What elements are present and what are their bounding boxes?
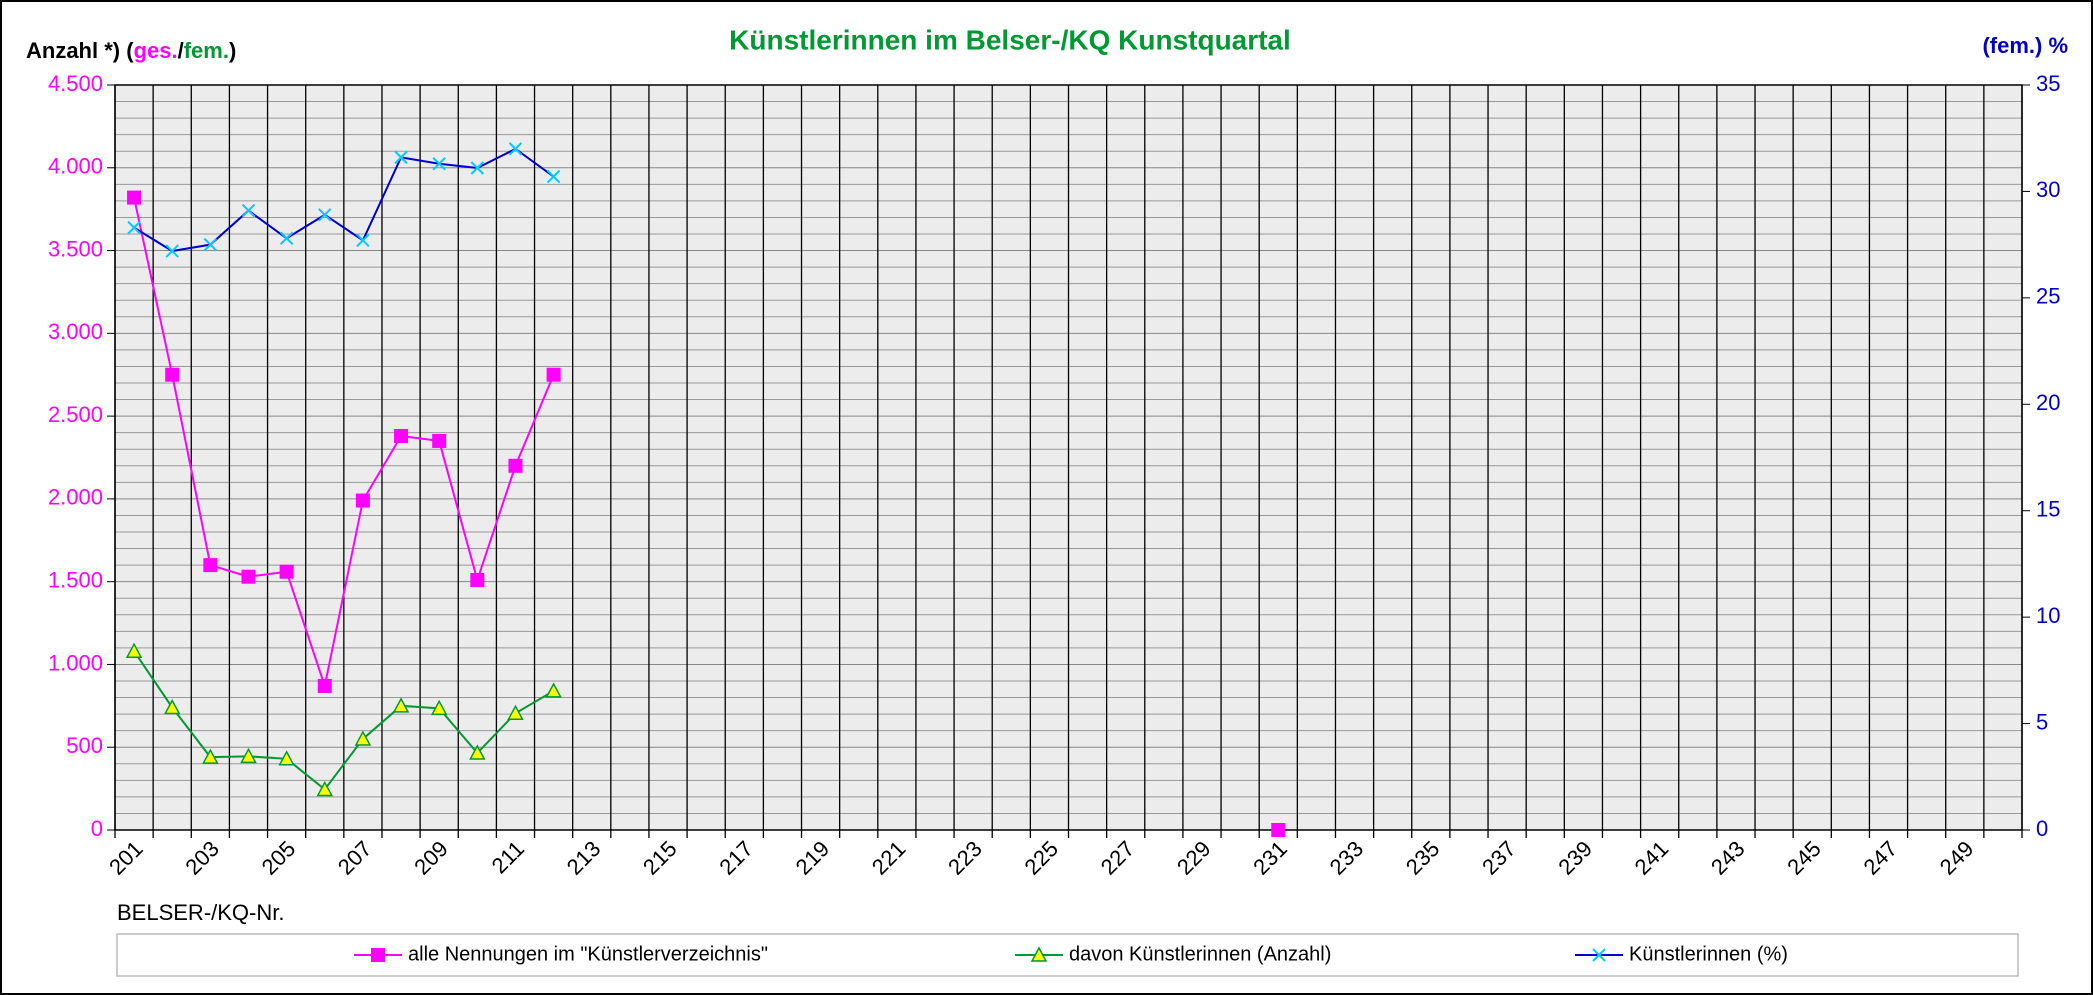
marker	[432, 157, 446, 171]
y-tick-label: 500	[66, 733, 103, 758]
marker	[125, 642, 143, 658]
plot-frame	[114, 84, 2023, 831]
y-tick-label: 0	[91, 816, 103, 841]
marker	[279, 231, 294, 245]
marker	[203, 237, 218, 252]
marker	[318, 208, 332, 222]
y2-tick-label: 20	[2036, 390, 2060, 415]
series-line	[133, 147, 555, 253]
marker	[371, 948, 385, 962]
marker	[1592, 948, 1606, 962]
marker	[279, 564, 294, 579]
marker	[545, 682, 562, 698]
marker	[507, 704, 524, 721]
y-axis-label-part: )	[229, 38, 236, 63]
marker	[469, 744, 486, 760]
marker	[316, 780, 334, 797]
y2-tick-label: 25	[2036, 284, 2060, 309]
marker	[355, 493, 370, 508]
marker	[470, 573, 485, 588]
marker	[202, 748, 219, 764]
marker	[317, 678, 332, 693]
y-axis-label-part: /	[178, 38, 184, 63]
marker	[165, 367, 180, 382]
y2-tick-label: 35	[2036, 71, 2060, 96]
y-tick-label: 4.500	[48, 71, 103, 96]
marker	[432, 433, 447, 448]
marker	[392, 697, 410, 713]
marker	[165, 244, 179, 258]
marker	[546, 169, 561, 184]
marker	[203, 558, 218, 573]
legend-label: davon Künstlerinnen (Anzahl)	[1069, 943, 1331, 965]
y-axis-label: Anzahl *) (ges./fem.)	[26, 38, 236, 63]
marker	[127, 190, 142, 205]
marker	[163, 698, 181, 715]
marker	[241, 569, 256, 584]
y-tick-label: 1.000	[48, 650, 103, 675]
y2-tick-label: 0	[2036, 816, 2048, 841]
y-axis-label-part: Anzahl *) (	[26, 38, 134, 63]
marker	[278, 750, 295, 766]
y2-tick-label: 10	[2036, 603, 2060, 628]
marker	[1271, 823, 1286, 837]
y2-tick-label: 15	[2036, 497, 2060, 522]
y2-axis-label: (fem.) %	[1982, 33, 2068, 58]
marker	[394, 428, 409, 443]
legend-label: alle Nennungen im "Künstlerverzeichnis"	[408, 943, 768, 965]
legend-box	[116, 933, 2019, 977]
y-axis-label-part: fem.	[184, 38, 229, 63]
marker	[430, 699, 448, 716]
chart-title: Künstlerinnen im Belser-/KQ Kunstquartal	[729, 24, 1291, 55]
marker	[508, 458, 523, 473]
marker	[354, 730, 372, 746]
y2-tick-label: 5	[2036, 709, 2048, 734]
marker	[394, 150, 408, 165]
y-tick-label: 3.000	[48, 319, 103, 344]
marker	[241, 203, 256, 218]
y-tick-label: 4.000	[48, 154, 103, 179]
y-tick-label: 1.500	[48, 567, 103, 592]
marker	[508, 142, 523, 156]
marker	[127, 220, 141, 235]
y-tick-label: 2.000	[48, 485, 103, 510]
y-tick-label: 3.500	[48, 236, 103, 261]
marker	[470, 161, 485, 175]
y-axis-label-part: ges.	[134, 38, 178, 63]
marker	[546, 367, 561, 382]
marker	[356, 233, 370, 248]
y2-tick-label: 30	[2036, 177, 2060, 202]
y-tick-label: 2.500	[48, 402, 103, 427]
legend-label: Künstlerinnen (%)	[1629, 943, 1788, 965]
x-axis-label: BELSER-/KQ-Nr.	[117, 900, 284, 925]
marker	[240, 747, 257, 764]
series-line	[133, 650, 555, 791]
marker	[1030, 946, 1048, 962]
